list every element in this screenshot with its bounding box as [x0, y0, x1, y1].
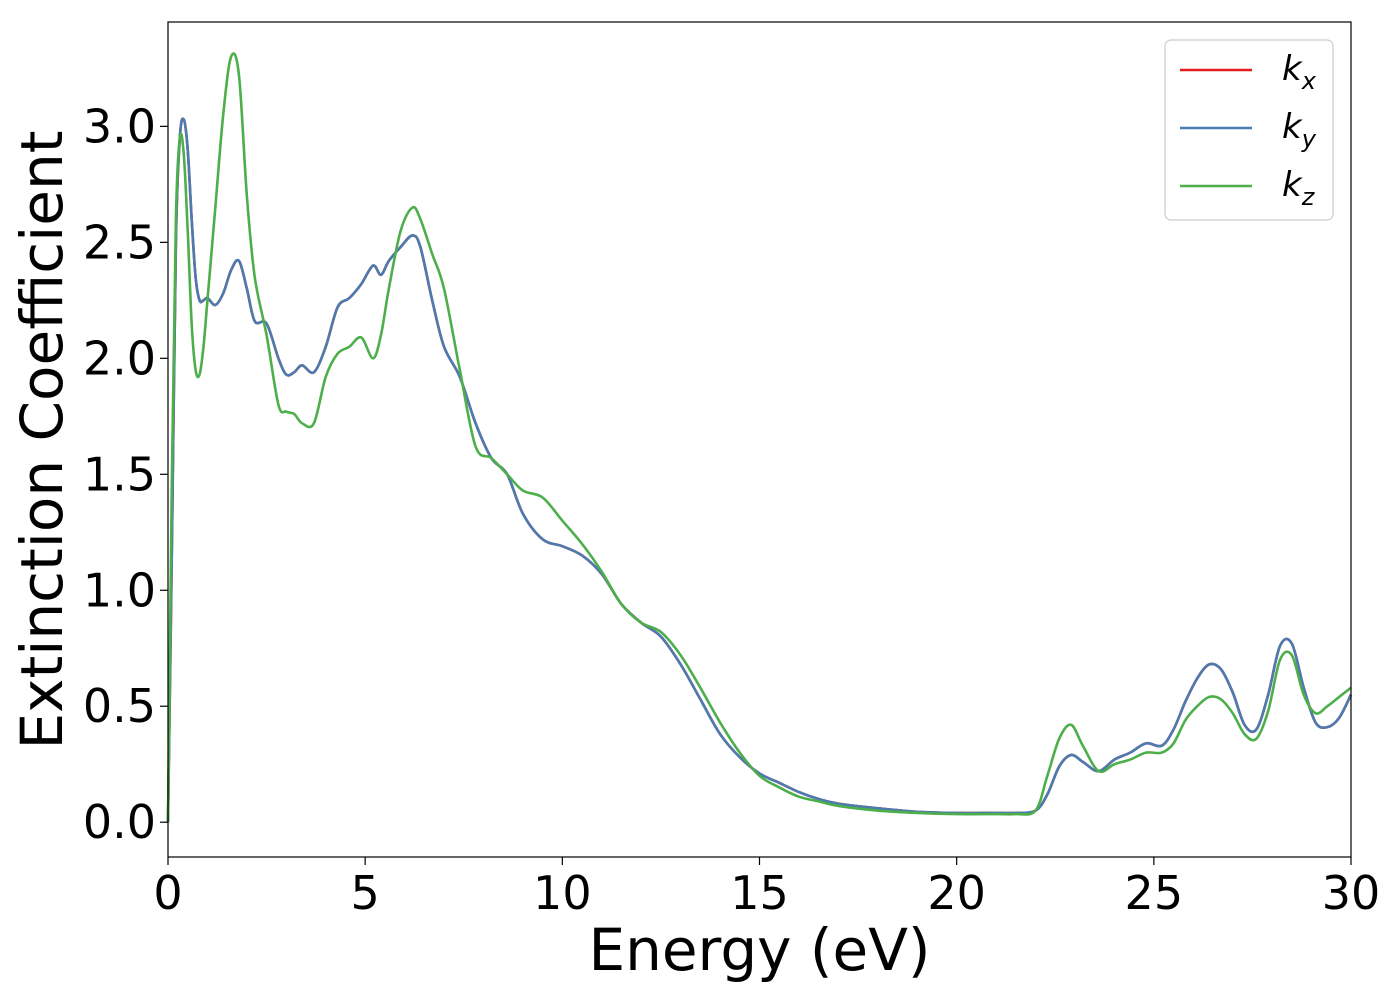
x-tick-label: 30	[1322, 866, 1381, 920]
legend: kx ky kz	[1164, 39, 1334, 221]
legend-label-ky: ky	[1282, 107, 1317, 153]
x-tick-label: 5	[351, 866, 380, 920]
y-tick-label: 1.5	[83, 447, 156, 501]
x-tick-label: 0	[153, 866, 182, 920]
y-axis: 0.0 0.5 1.0 1.5 2.0 2.5 3.0	[83, 99, 168, 849]
legend-items: kx ky kz	[1180, 49, 1317, 211]
y-tick-label: 3.0	[83, 99, 156, 153]
x-tick-label: 15	[730, 866, 789, 920]
y-tick-label: 2.5	[83, 215, 156, 269]
x-tick-label: 10	[533, 866, 592, 920]
legend-label-kz: kz	[1282, 165, 1316, 211]
series-line-ky	[166, 117, 1353, 823]
x-tick-label: 20	[927, 866, 986, 920]
y-tick-label: 0.5	[83, 679, 156, 733]
x-tick-label: 25	[1125, 866, 1184, 920]
y-tick-label: 0.0	[83, 795, 156, 849]
series-line-kz	[166, 52, 1352, 823]
legend-label-kx: kx	[1282, 49, 1317, 95]
y-axis-label: Extinction Coefficient	[8, 131, 76, 750]
x-axis: 0 5 10 15 20 25 30	[153, 857, 1380, 920]
x-axis-label: Energy (eV)	[588, 916, 930, 984]
plot-background	[168, 22, 1351, 857]
legend-box	[1164, 39, 1334, 221]
y-tick-label: 2.0	[83, 331, 156, 385]
series-layer	[166, 52, 1353, 823]
y-tick-label: 1.0	[83, 563, 156, 617]
